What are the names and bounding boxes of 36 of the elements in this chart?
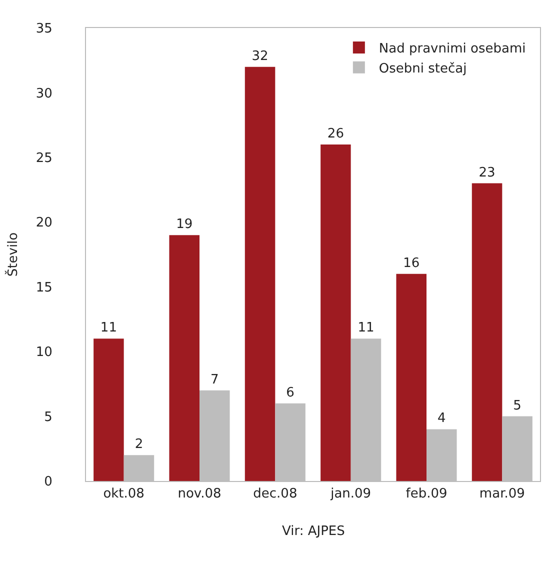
data-label: 4 [437,411,446,426]
data-label: 23 [478,165,496,180]
bar [169,235,200,481]
x-tick-label: okt.08 [103,486,144,502]
legend-label: Osebni stečaj [378,61,467,76]
data-label: 19 [176,217,193,232]
data-label: 11 [358,320,374,336]
bar [94,338,124,481]
y-tick-label: 25 [36,150,52,166]
y-tick-label: 30 [36,86,52,102]
legend-label: Nad pravnimi osebami [378,42,526,57]
x-tick-label: mar.09 [479,486,525,502]
y-tick-label: 15 [36,280,52,296]
data-label: 26 [327,126,344,142]
text: Vir: AJPES [282,524,345,539]
y-tick-label: 0 [44,474,52,490]
data-label: 7 [210,372,219,388]
bar [396,274,426,481]
x-tick-label: feb.09 [406,486,448,502]
x-tick-label: nov.08 [178,486,222,502]
y-tick-label: 5 [44,410,52,425]
data-label: 2 [134,437,144,452]
data-label: 16 [403,256,420,271]
bar [472,183,502,481]
bar [244,66,276,481]
y-tick-label: 20 [36,216,52,231]
y-tick-label: 10 [36,345,52,360]
data-label: 32 [252,48,268,64]
data-label: 6 [286,385,294,400]
y-tick-label: 35 [36,22,52,37]
x-tick-label: jan.09 [330,486,372,502]
y-axis-title: Število [4,232,21,277]
x-tick-label: dec.08 [253,486,298,502]
data-label: 11 [100,320,117,336]
bar [320,144,351,481]
data-label: 5 [513,398,522,414]
